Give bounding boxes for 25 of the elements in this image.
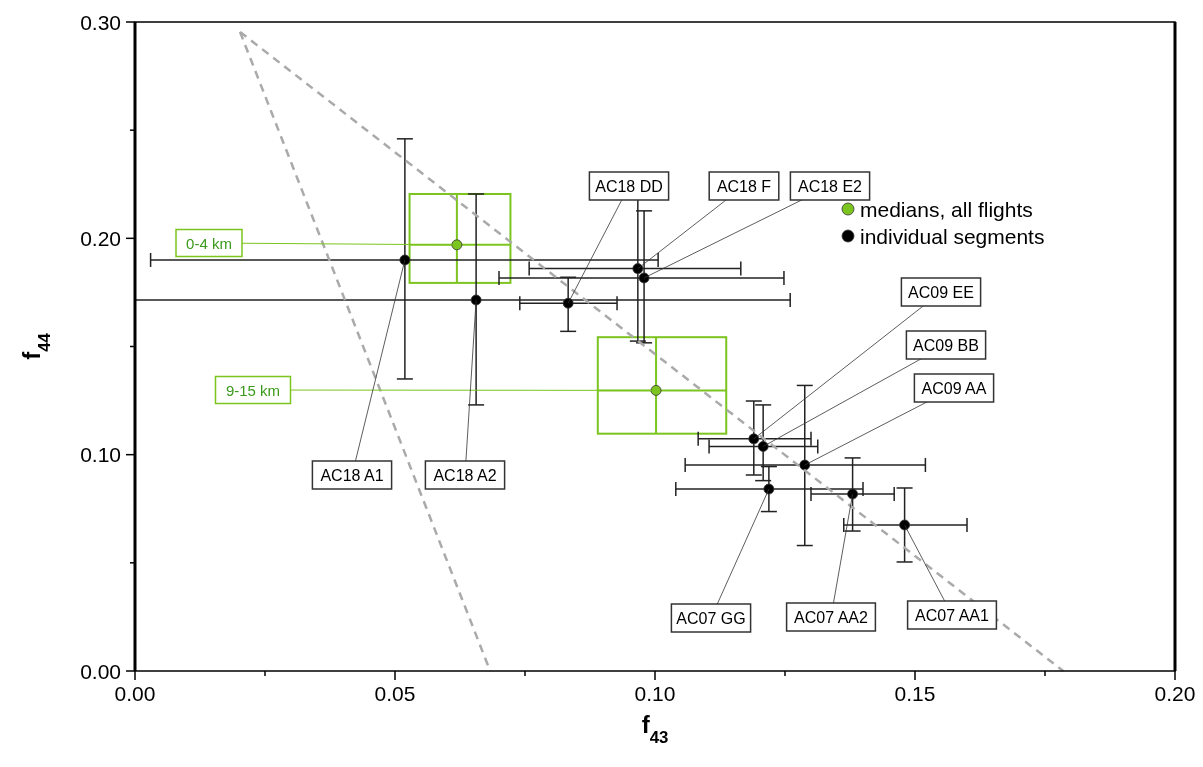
x-tick-label: 0.00: [114, 682, 156, 705]
annotation: 9-15 km: [225, 381, 281, 399]
x-tick-label: 0.15: [894, 682, 936, 705]
annotation: AC18 E2: [797, 177, 863, 195]
annotation: AC18 F: [716, 177, 772, 195]
y-tick-label: 0.10: [80, 443, 121, 467]
y-tick-label: 0.20: [80, 226, 121, 250]
legend-label: medians, all flights: [860, 197, 1033, 221]
annotation: AC09 AA: [921, 379, 987, 397]
x-tick-label: 0.10: [634, 682, 676, 705]
x-tick-label: 0.05: [374, 682, 416, 705]
x-tick-label: 0.20: [1154, 682, 1196, 705]
annotation: AC07 AA1: [915, 606, 990, 624]
annotation: AC18 DD: [595, 177, 663, 195]
annotation: AC09 BB: [913, 336, 979, 354]
annotation: AC07 AA2: [794, 608, 869, 626]
y-tick-label: 0.00: [80, 659, 121, 683]
annotation: AC18 A2: [433, 466, 497, 484]
annotation: AC07 GG: [676, 609, 746, 627]
legend-label: individual segments: [860, 224, 1045, 248]
annotation: 0-4 km: [186, 234, 232, 252]
annotation: AC09 EE: [908, 283, 974, 301]
y-tick-label: 0.30: [80, 10, 121, 34]
x-axis-title: f$_{43}$: [641, 711, 669, 747]
annotation: AC18 A1: [320, 466, 384, 484]
